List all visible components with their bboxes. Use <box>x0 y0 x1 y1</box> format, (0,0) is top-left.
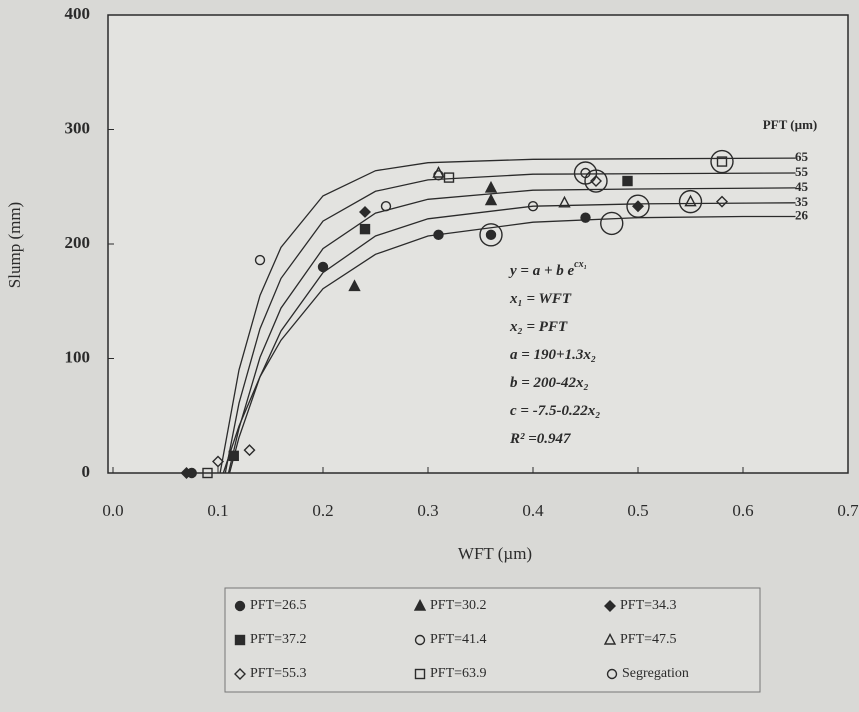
x-tick-label: 0.6 <box>732 501 753 520</box>
y-tick-label: 400 <box>65 4 91 23</box>
curve-label: 55 <box>795 164 809 179</box>
marker-diamond <box>632 200 644 213</box>
equation-line: a = 190+1.3x₂ <box>510 347 596 363</box>
fit-curve <box>228 202 796 474</box>
marker-triangle <box>348 279 361 292</box>
equation-text: x₁ = WFT <box>509 291 572 307</box>
curve-label: 35 <box>795 194 809 209</box>
marker-segregation <box>678 189 703 214</box>
curve-legend-title: PFT (µm) <box>763 117 818 132</box>
y-tick-label: 100 <box>65 347 91 366</box>
marker-circle <box>580 212 591 223</box>
legend-label: PFT=37.2 <box>250 632 307 647</box>
equation-line: y = a + b ecx₁ <box>508 259 587 279</box>
equation-text: R² =0.947 <box>509 431 571 447</box>
marker-square <box>716 156 728 167</box>
x-tick-label: 0.4 <box>522 501 544 520</box>
marker-diamond <box>234 668 246 680</box>
marker-diamond <box>180 467 193 479</box>
x-tick-label: 0.3 <box>417 501 438 520</box>
equation-line: x₁ = WFT <box>509 291 572 307</box>
x-tick-label: 0.0 <box>102 501 123 520</box>
marker-diamond <box>604 600 616 612</box>
marker-diamond <box>590 175 602 188</box>
x-tick-label: 0.2 <box>312 501 333 520</box>
marker-segregation <box>600 211 624 236</box>
legend-label: PFT=30.2 <box>430 598 487 613</box>
marker-square <box>228 450 239 462</box>
fit-curve <box>222 215 796 474</box>
marker-circle <box>527 201 539 212</box>
marker-triangle <box>684 194 697 207</box>
x-axis-label: WFT (µm) <box>458 544 532 563</box>
marker-circle <box>380 201 392 212</box>
legend-label: PFT=34.3 <box>620 598 677 613</box>
marker-square <box>414 668 426 680</box>
marker-circle <box>317 261 329 273</box>
equation-line: b = 200-42x₂ <box>510 375 589 391</box>
marker-diamond <box>716 195 728 208</box>
marker-diamond <box>212 455 224 468</box>
marker-circle <box>254 254 266 266</box>
marker-segregation <box>710 149 734 174</box>
legend-label: Segregation <box>622 666 689 681</box>
marker-diamond <box>243 444 256 457</box>
legend-label: PFT=41.4 <box>430 632 487 647</box>
equation-text: y = a + b e <box>508 263 575 279</box>
marker-triangle <box>603 632 617 645</box>
equation-text: a = 190+1.3x₂ <box>510 347 596 363</box>
x-tick-label: 0.7 <box>837 501 859 520</box>
marker-square <box>202 467 213 479</box>
y-tick-label: 200 <box>65 233 91 252</box>
y-tick-label: 0 <box>82 462 91 481</box>
equation-text: x₂ = PFT <box>509 319 568 335</box>
marker-segregation <box>584 169 608 193</box>
y-axis-label: Slump (mm) <box>5 202 24 288</box>
marker-circle <box>606 668 618 680</box>
equation-text: b = 200-42x₂ <box>510 375 589 391</box>
marker-circle <box>485 229 497 241</box>
marker-segregation <box>626 194 650 218</box>
fit-curve <box>219 157 796 474</box>
marker-square <box>359 223 371 235</box>
equation-text: c = -7.5-0.22x₂ <box>510 403 600 419</box>
marker-square <box>443 172 455 183</box>
equation-line: c = -7.5-0.22x₂ <box>510 403 600 419</box>
legend-label: PFT=47.5 <box>620 632 677 647</box>
marker-triangle <box>413 598 427 611</box>
equation-line: R² =0.947 <box>509 431 571 447</box>
x-tick-label: 0.1 <box>207 501 228 520</box>
marker-circle <box>433 229 444 241</box>
marker-triangle <box>484 180 498 193</box>
marker-circle <box>414 634 426 646</box>
legend-label: PFT=55.3 <box>250 666 307 681</box>
marker-triangle <box>558 195 571 208</box>
curve-label: 65 <box>795 149 809 164</box>
legend-box <box>224 587 761 693</box>
equation-line: x₂ = PFT <box>509 319 568 335</box>
fit-curve <box>224 172 796 474</box>
marker-triangle <box>432 166 445 178</box>
fit-curve <box>227 187 796 474</box>
legend-label: PFT=63.9 <box>430 666 487 681</box>
y-tick-label: 300 <box>65 118 91 137</box>
curve-label: 26 <box>795 208 809 223</box>
curve-label: 45 <box>795 179 809 194</box>
legend-label: PFT=26.5 <box>250 598 307 613</box>
marker-square <box>622 175 633 187</box>
marker-diamond <box>359 205 371 218</box>
marker-square <box>234 634 246 646</box>
marker-triangle <box>484 193 498 206</box>
marker-circle <box>234 600 246 612</box>
equation-sup: cx₁ <box>574 259 587 270</box>
x-tick-label: 0.5 <box>627 501 648 520</box>
marker-segregation <box>479 223 503 247</box>
plot-area <box>107 14 849 474</box>
